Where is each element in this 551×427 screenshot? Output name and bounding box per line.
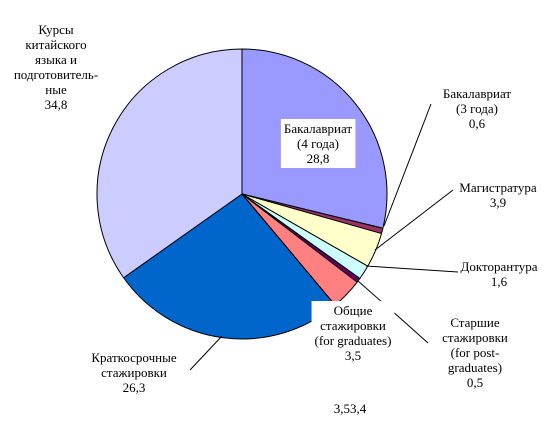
slice-label: Бакалавриат (3 года) 0,6 — [443, 86, 512, 131]
slice-label-box — [280, 119, 356, 168]
slice-label: Старшие стажировки (for post-graduates) 0,5 — [442, 315, 508, 390]
slice-label: Краткосрочные стажировки 26,3 — [91, 350, 176, 395]
stray-label: 3,53,4 — [334, 401, 367, 416]
slice-labels: Бакалавриат (4 года) 28,8 Бакалавриат (3 год… — [14, 22, 538, 395]
slice-label: Докторантура 1,6 — [460, 259, 537, 289]
leader-line — [189, 335, 223, 371]
leader-lines — [189, 103, 459, 371]
pie-slices — [96, 48, 388, 340]
leader-line — [374, 189, 454, 251]
pie-slice — [96, 48, 243, 279]
leader-line — [365, 265, 459, 273]
slice-label: Магистратура 3,9 — [459, 180, 537, 210]
slice-label: Курсы китайского языка и подготовитель-ные 3… — [14, 22, 98, 112]
leader-line — [357, 280, 429, 344]
leader-line — [383, 103, 432, 227]
slice-label-box — [311, 301, 395, 365]
slice-label: Общие стажировки (for graduates) 3,5 — [315, 303, 392, 363]
slice-label: Бакалавриат (4 года) 28,8 — [284, 121, 353, 166]
